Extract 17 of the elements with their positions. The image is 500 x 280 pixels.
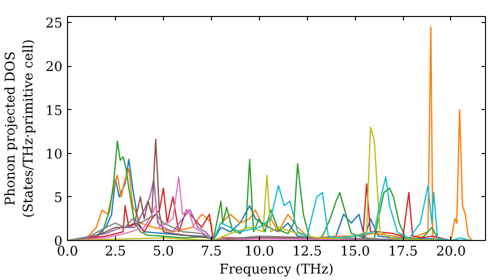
x-tick-label: 10.0 (244, 244, 274, 260)
x-tick-label: 0.0 (56, 244, 78, 260)
x-tick-label: 2.5 (104, 244, 126, 260)
y-tick-label: 25 (46, 16, 63, 32)
x-tick-label: 12.5 (292, 244, 322, 260)
x-tick-label: 20.0 (436, 244, 466, 260)
x-tick-label: 7.5 (200, 244, 222, 260)
line-series (212, 176, 471, 240)
y-tick-label: 5 (54, 190, 63, 206)
y-tick-label: 15 (46, 104, 63, 119)
y-tick-label: 10 (46, 147, 63, 162)
y-axis-title: Phonon projected DOS (States/THz·primitive cell) (4, 39, 37, 218)
x-tick-label: 5.0 (152, 244, 174, 260)
x-tick-label: 15.0 (340, 244, 370, 260)
y-tick-label: 20 (46, 60, 63, 76)
x-tick-label: 17.5 (388, 244, 418, 260)
x-axis-title: Frequency (THz) (219, 262, 334, 278)
